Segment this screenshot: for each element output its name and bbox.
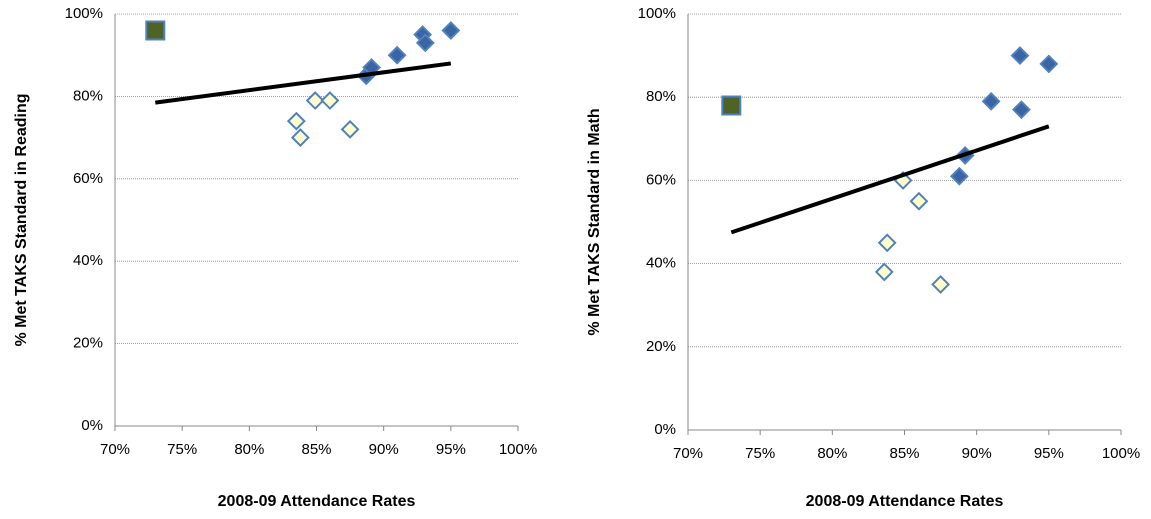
diamond-marker [949, 166, 969, 186]
diamond-marker [286, 111, 306, 131]
x-tick-label: 70% [673, 445, 703, 462]
y-tick-label: 60% [646, 171, 676, 188]
diamond-marker [441, 21, 461, 40]
x-tick-label: 85% [301, 441, 331, 458]
x-axis-label: 2008-09 Attendance Rates [218, 493, 416, 510]
y-axis-label: % Met TAKS Standard in Reading [13, 93, 30, 346]
diamond-marker [387, 45, 407, 65]
y-tick-label: 20% [646, 338, 676, 355]
x-tick-label: 95% [436, 441, 466, 458]
diamond-marker [931, 274, 950, 294]
y-tick-label: 0% [81, 417, 103, 434]
diamond-marker [1011, 100, 1031, 120]
diamond-marker [340, 119, 360, 139]
x-tick-label: 80% [817, 445, 847, 462]
x-tick-label: 70% [100, 441, 130, 458]
y-tick-label: 0% [654, 421, 676, 438]
diamond-marker [909, 191, 929, 211]
diamond-marker [320, 91, 340, 110]
x-tick-label: 90% [369, 441, 399, 458]
square-marker [145, 20, 166, 41]
x-tick-label: 100% [1102, 445, 1140, 462]
y-tick-label: 40% [73, 252, 103, 269]
y-tick-label: 80% [646, 88, 676, 105]
x-tick-label: 80% [234, 441, 264, 458]
y-tick-label: 80% [73, 87, 103, 104]
diamond-marker [305, 91, 325, 110]
trend-line [155, 61, 452, 105]
y-tick-label: 60% [73, 170, 103, 187]
trend-line [730, 124, 1050, 235]
y-axis-label: % Met TAKS Standard in Math [586, 108, 603, 335]
diamond-marker [1039, 54, 1059, 74]
x-tick-label: 100% [499, 441, 537, 458]
x-tick-label: 90% [962, 445, 992, 462]
diamond-marker [1010, 46, 1030, 66]
x-tick-label: 75% [745, 445, 775, 462]
x-tick-label: 75% [167, 441, 197, 458]
y-tick-label: 100% [65, 5, 103, 22]
diamond-marker [874, 262, 894, 282]
diamond-marker [415, 33, 435, 53]
diamond-marker [290, 128, 310, 148]
y-tick-label: 20% [73, 335, 103, 352]
x-tick-label: 95% [1034, 445, 1064, 462]
x-tick-label: 85% [889, 445, 919, 462]
square-marker [721, 95, 742, 116]
x-axis-label: 2008-09 Attendance Rates [806, 493, 1004, 510]
diamond-marker [981, 91, 1001, 111]
y-tick-label: 100% [638, 5, 676, 22]
y-tick-label: 40% [646, 255, 676, 272]
diamond-marker [877, 233, 897, 253]
